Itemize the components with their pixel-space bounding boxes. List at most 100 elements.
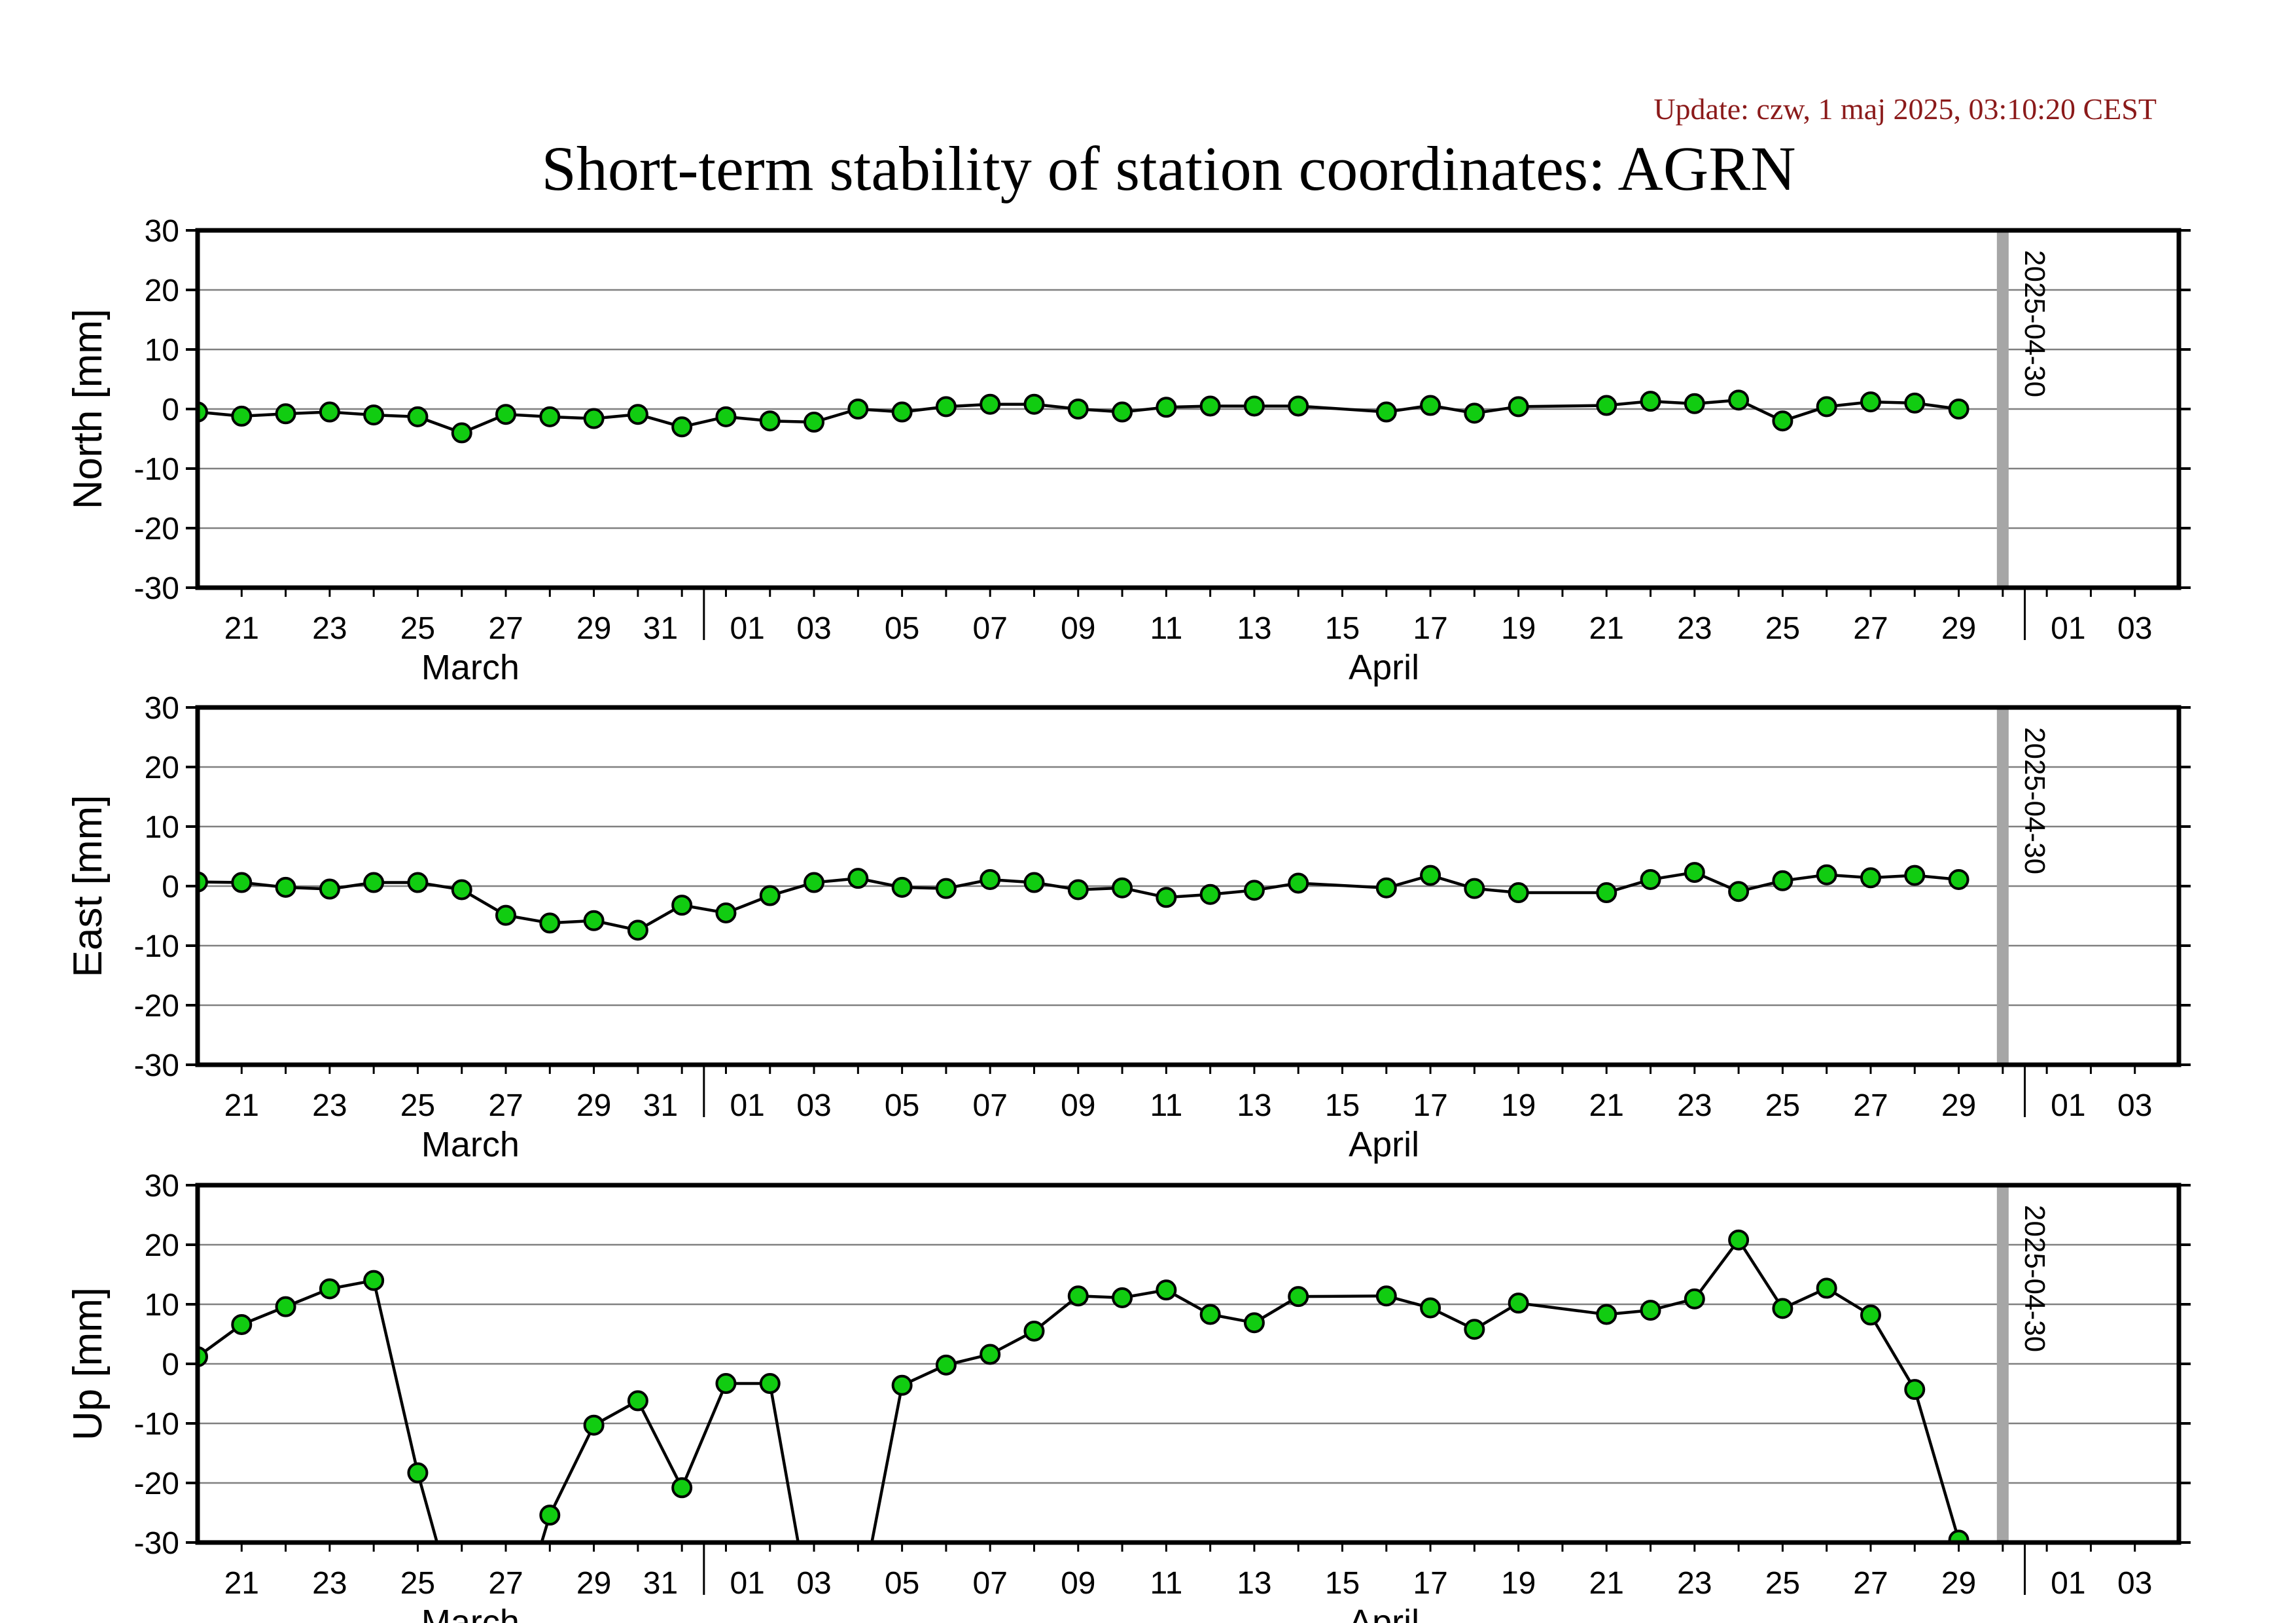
panel-north-xtick-label: 07 (973, 611, 1008, 646)
panel-up-xtick-label: 01 (730, 1566, 764, 1601)
panel-up-point (1112, 1287, 1133, 1308)
panel-up-point (849, 1605, 867, 1623)
panel-up-point (1508, 1293, 1529, 1314)
panel-up-xtick-label: 25 (400, 1566, 435, 1601)
panel-north-xtick-label: 23 (1677, 611, 1712, 646)
panel-north-point (451, 422, 472, 444)
panel-north-xtick-label: 05 (885, 611, 919, 646)
panel-east-point (1420, 865, 1441, 886)
panel-east-month-march: March (421, 1125, 520, 1164)
panel-east-xtick-label: 01 (2051, 1088, 2085, 1123)
panel-north-point (1375, 401, 1397, 423)
panel-up-point (715, 1373, 737, 1395)
panel-north-xtick-label: 09 (1061, 611, 1095, 646)
panel-north-point (671, 416, 693, 438)
panel-east-point (539, 912, 561, 934)
panel-north-point (583, 408, 605, 429)
panel-east-xtick-label: 25 (1765, 1088, 1800, 1123)
panel-up-xtick-label: 05 (885, 1566, 919, 1601)
panel-north-xtick-label: 11 (1150, 611, 1182, 646)
panel-up-xtick-label: 07 (973, 1566, 1008, 1601)
panel-north-point (847, 399, 869, 419)
panel-up-series-clip (198, 1229, 1969, 1623)
panel-up-point (1023, 1320, 1045, 1342)
panel-east-xtick-label: 29 (1941, 1088, 1976, 1123)
panel-north-ytick-label: 0 (162, 393, 179, 427)
panel-up-xtick-label: 21 (224, 1566, 259, 1601)
panel-east-xtick-label: 17 (1413, 1088, 1447, 1123)
panel-up-xtick-label: 11 (1150, 1566, 1182, 1601)
panel-east-point (980, 868, 1001, 890)
panel-up-point (231, 1313, 253, 1335)
panel-east-point (319, 878, 340, 900)
panel-east-point (671, 895, 693, 916)
panel-north-ytick-label: -10 (134, 452, 179, 487)
panel-east-ytick-label: 0 (162, 870, 179, 904)
panel-up-marker-label: 2025-04-30 (2019, 1205, 2051, 1352)
panel-up-xtick-label: 01 (2051, 1566, 2085, 1601)
panel-up-xtick-label: 25 (1765, 1566, 1800, 1601)
panel-north-point (1596, 395, 1617, 416)
panel-north-xtick-label: 29 (576, 611, 611, 646)
panel-east-xtick-label: 13 (1237, 1088, 1271, 1123)
panel-north-point (1948, 399, 1969, 419)
panel-east-point (1684, 862, 1705, 883)
panel-east-xtick-label: 27 (1853, 1088, 1888, 1123)
panel-north-month-april: April (1349, 648, 1419, 687)
panel-east-xtick-label: 07 (973, 1088, 1008, 1123)
panel-north-point (1904, 392, 1926, 414)
panel-up-ytick-label: -30 (134, 1526, 179, 1561)
panel-north-point (319, 401, 340, 423)
panel-up-frame (195, 1183, 2181, 1545)
panel-east-point (495, 904, 517, 926)
panel-east-ytick-label: 10 (145, 810, 179, 845)
panel-east-xtick-label: 19 (1501, 1088, 1536, 1123)
panel-north-xtick-label: 29 (1941, 611, 1976, 646)
panel-north-xtick-label: 01 (2051, 611, 2085, 646)
panel-north-point (1684, 393, 1705, 414)
panel-east-xtick-label: 03 (2117, 1088, 2152, 1123)
panel-east-point (1023, 872, 1045, 893)
panel-north-point (1772, 410, 1793, 432)
panel-north-xtick-label: 13 (1237, 611, 1271, 646)
panel-north-xtick-label: 27 (1853, 611, 1888, 646)
panel-east-point (275, 876, 296, 898)
panel-up-month-march: March (421, 1603, 520, 1623)
panel-up-point (671, 1477, 693, 1499)
panel-north-point (1243, 395, 1265, 417)
panel-north-series (198, 389, 1969, 444)
panel-up-point (1464, 1319, 1485, 1340)
panel-east-point (1948, 868, 1969, 890)
panel-east-point (1816, 864, 1837, 885)
panel-up-point (539, 1505, 561, 1526)
panel-north-xtick-label: 17 (1413, 611, 1447, 646)
panel-east-point (1596, 882, 1617, 904)
panel-up-xtick-label: 03 (796, 1566, 831, 1601)
panel-up-point (363, 1270, 385, 1291)
panel-north-ytick-label: 20 (145, 274, 179, 308)
panel-north-point (231, 405, 253, 427)
panel-up-point (1772, 1298, 1793, 1319)
panel-east-point (1904, 865, 1926, 886)
panel-north-xtick-label: 03 (796, 611, 831, 646)
panel-up-xtick-label: 15 (1325, 1566, 1360, 1601)
panel-north-ylabel: North [mm] (65, 309, 111, 510)
panel-up-ytick-label: -10 (134, 1407, 179, 1442)
panel-up-xtick-label: 31 (643, 1566, 678, 1601)
panel-east-xtick-label: 11 (1150, 1088, 1182, 1123)
panel-north-xtick-label: 15 (1325, 611, 1360, 646)
panel-east-marker-label: 2025-04-30 (2019, 727, 2051, 874)
panel-east-xtick-label: 23 (1677, 1088, 1712, 1123)
panel-east-xtick-label: 25 (400, 1088, 435, 1123)
panel-north-point (1860, 391, 1881, 413)
panel-north-point (980, 393, 1001, 415)
panel-up-point (1420, 1297, 1441, 1319)
panel-up-point (1156, 1279, 1177, 1301)
panel-east-xtick-label: 31 (643, 1088, 678, 1123)
panel-east-point (1156, 887, 1177, 908)
panel-up-ytick-label: 30 (145, 1169, 179, 1204)
panel-up-point (407, 1462, 429, 1484)
panel-up-xtick-label: 13 (1237, 1566, 1271, 1601)
panel-up-point (275, 1296, 296, 1317)
